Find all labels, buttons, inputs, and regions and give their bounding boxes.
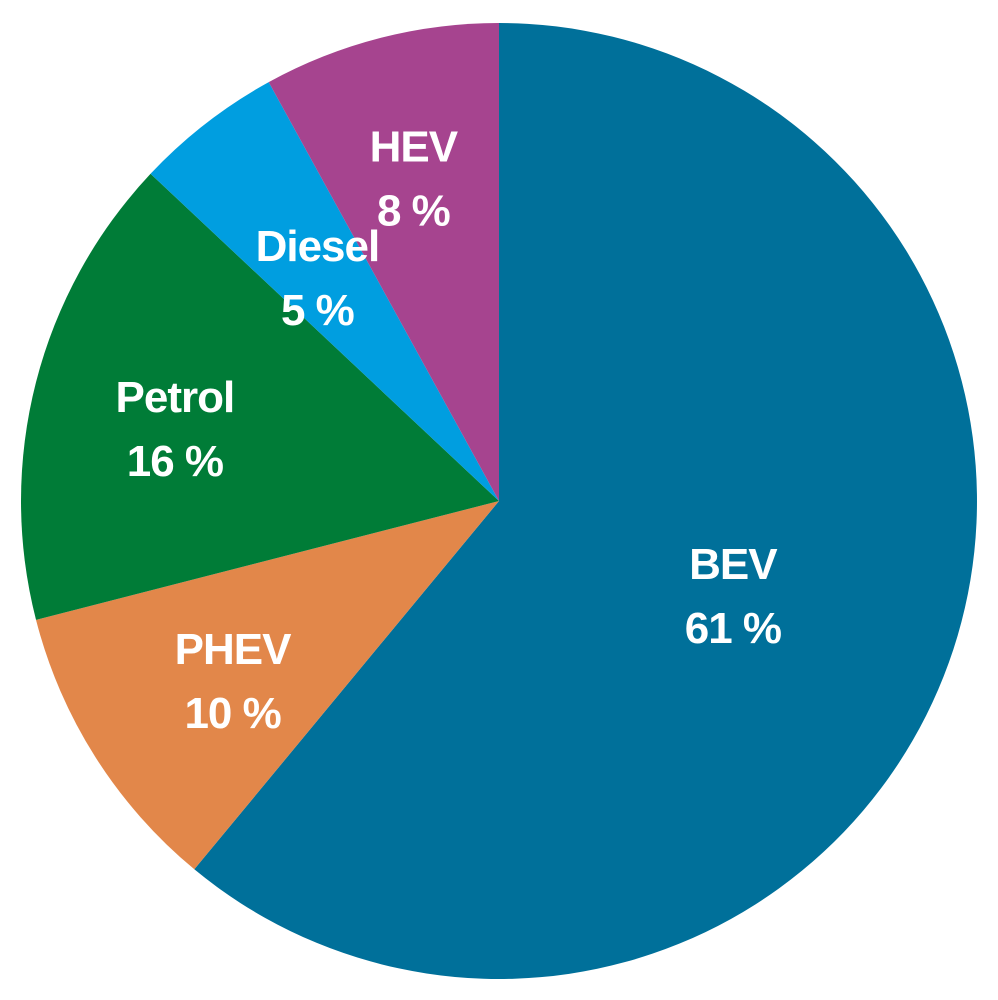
slice-label-bev: BEV [689, 540, 778, 589]
slice-label-phev: PHEV [175, 625, 292, 674]
pie-labels: BEV 61 % PHEV 10 % Petrol 16 % Diesel 5 % HEV 8 % [116, 123, 783, 738]
slice-value-petrol: 16 % [127, 437, 223, 486]
pie-slice-hev [268, 23, 499, 501]
pie-slices [21, 23, 977, 980]
pie-slice-phev [36, 501, 500, 870]
pie-slice-petrol [21, 173, 499, 620]
slice-label-diesel: Diesel [256, 222, 380, 271]
slice-value-hev: 8 % [377, 187, 450, 236]
slice-label-petrol: Petrol [116, 373, 235, 422]
pie-slice-bev [194, 23, 977, 980]
slice-value-phev: 10 % [184, 689, 280, 738]
slice-value-diesel: 5 % [281, 286, 354, 335]
pie-slice-diesel [150, 82, 500, 501]
slice-label-hev: HEV [370, 123, 459, 172]
slice-value-bev: 61 % [685, 604, 781, 653]
